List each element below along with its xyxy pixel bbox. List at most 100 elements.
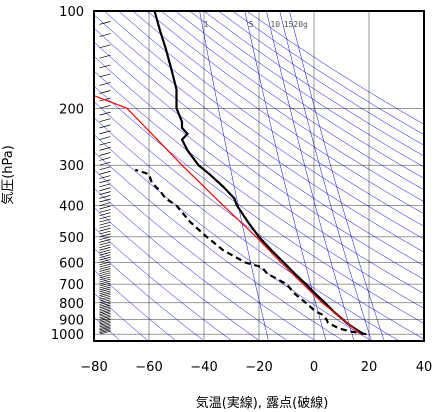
mixing-ratio-line (289, 11, 385, 341)
wind-barb (99, 64, 111, 69)
wind-barb (99, 326, 111, 331)
dry-adiabat (94, 117, 400, 341)
dry-adiabat (132, 11, 424, 215)
dry-adiabat (94, 269, 177, 341)
wind-barb (99, 33, 111, 37)
wind-barb (99, 282, 111, 287)
wind-barb (99, 330, 111, 335)
y-axis-title: 気圧(hPa) (0, 145, 16, 205)
wind-barb (99, 263, 111, 268)
series-lines (94, 11, 367, 336)
x-tick-label: 20 (361, 360, 378, 375)
dry-adiabat (94, 187, 289, 341)
y-tick-label: 1000 (51, 328, 84, 343)
wind-barb (99, 325, 111, 329)
x-tick-label: −20 (245, 360, 272, 375)
x-tick-label: 0 (310, 360, 318, 375)
mixing-ratio-label: 15 (284, 20, 294, 29)
wind-barb (99, 73, 111, 78)
wind-barb (99, 249, 111, 254)
mixing-ratio-label: 20g (293, 20, 308, 29)
dry-adiabat (94, 70, 424, 309)
dry-adiabat (94, 151, 344, 341)
wind-barb (99, 244, 111, 249)
wind-barb (99, 152, 111, 156)
wind-barb (99, 236, 111, 240)
dry-adiabat (189, 11, 424, 168)
wind-barb (99, 212, 111, 217)
dry-adiabat (94, 41, 424, 280)
wind-barb (99, 161, 111, 166)
wind-barb (99, 111, 111, 116)
wind-barb (99, 90, 111, 94)
wind-barb (99, 311, 111, 315)
dry-adiabat (175, 11, 424, 179)
wind-barb (99, 302, 111, 307)
mixing-ratio-label: 1 (204, 20, 209, 29)
wind-barbs (99, 11, 111, 335)
mixing-ratio-labels: 1 5 10 15 20g (204, 20, 308, 29)
dry-adiabat (94, 207, 261, 341)
wind-barb (99, 175, 111, 179)
wind-barb (99, 233, 111, 238)
wind-barb (99, 292, 111, 296)
dry-adiabat (94, 55, 424, 295)
wind-barb (99, 239, 111, 243)
mixing-ratio-label: 10 (270, 20, 280, 29)
mixing-ratio-line (266, 11, 355, 341)
wind-barb (99, 130, 111, 135)
wind-barb (99, 246, 111, 251)
x-axis-ticks: −80 −60 −40 −20 0 20 40 (80, 360, 432, 375)
wind-barb (99, 118, 111, 122)
y-tick-label: 700 (59, 278, 84, 293)
wind-barb (99, 183, 111, 188)
dry-adiabat (203, 11, 424, 157)
wind-barb (99, 272, 111, 277)
wind-barb (99, 278, 111, 283)
wind-barb (99, 166, 111, 171)
wind-barb (99, 280, 111, 285)
y-tick-label: 600 (59, 256, 84, 271)
wind-barb (99, 304, 111, 309)
wind-barb (99, 327, 111, 332)
wind-barb (99, 256, 111, 261)
wind-barb (99, 265, 111, 270)
dry-adiabat (94, 14, 424, 253)
wind-barb (99, 195, 111, 199)
wind-barb (99, 254, 111, 259)
dry-adiabat (94, 316, 121, 341)
wind-barb (99, 320, 111, 325)
dry-adiabat (94, 227, 233, 341)
wind-barb (99, 295, 111, 300)
plot-frame (93, 10, 425, 342)
wind-barb (99, 319, 111, 323)
wind-barb (99, 82, 111, 86)
wind-barb (99, 309, 111, 314)
wind-barb (99, 308, 111, 312)
mixing-ratio-line (244, 11, 327, 341)
dry-adiabat (94, 27, 424, 266)
wind-barb (99, 191, 111, 195)
y-tick-label: 500 (59, 231, 84, 246)
dry-adiabat (94, 292, 149, 341)
wind-barb (99, 259, 111, 263)
dry-adiabat (94, 169, 316, 341)
wind-barb (99, 276, 111, 281)
wind-barb (99, 187, 111, 192)
y-tick-label: 100 (59, 5, 84, 20)
wind-barb (99, 297, 111, 302)
wind-barb (99, 284, 111, 289)
mixing-ratio-line (199, 11, 269, 341)
wind-barb (99, 170, 111, 175)
wind-barb (99, 136, 111, 140)
wind-barb (99, 314, 111, 319)
y-tick-label: 300 (59, 159, 84, 174)
wind-barb (99, 215, 111, 220)
wind-barb (99, 299, 111, 304)
wind-barb (99, 312, 111, 317)
wind-barb (99, 198, 111, 203)
wind-barb (99, 179, 111, 184)
x-tick-label: −60 (135, 360, 162, 375)
